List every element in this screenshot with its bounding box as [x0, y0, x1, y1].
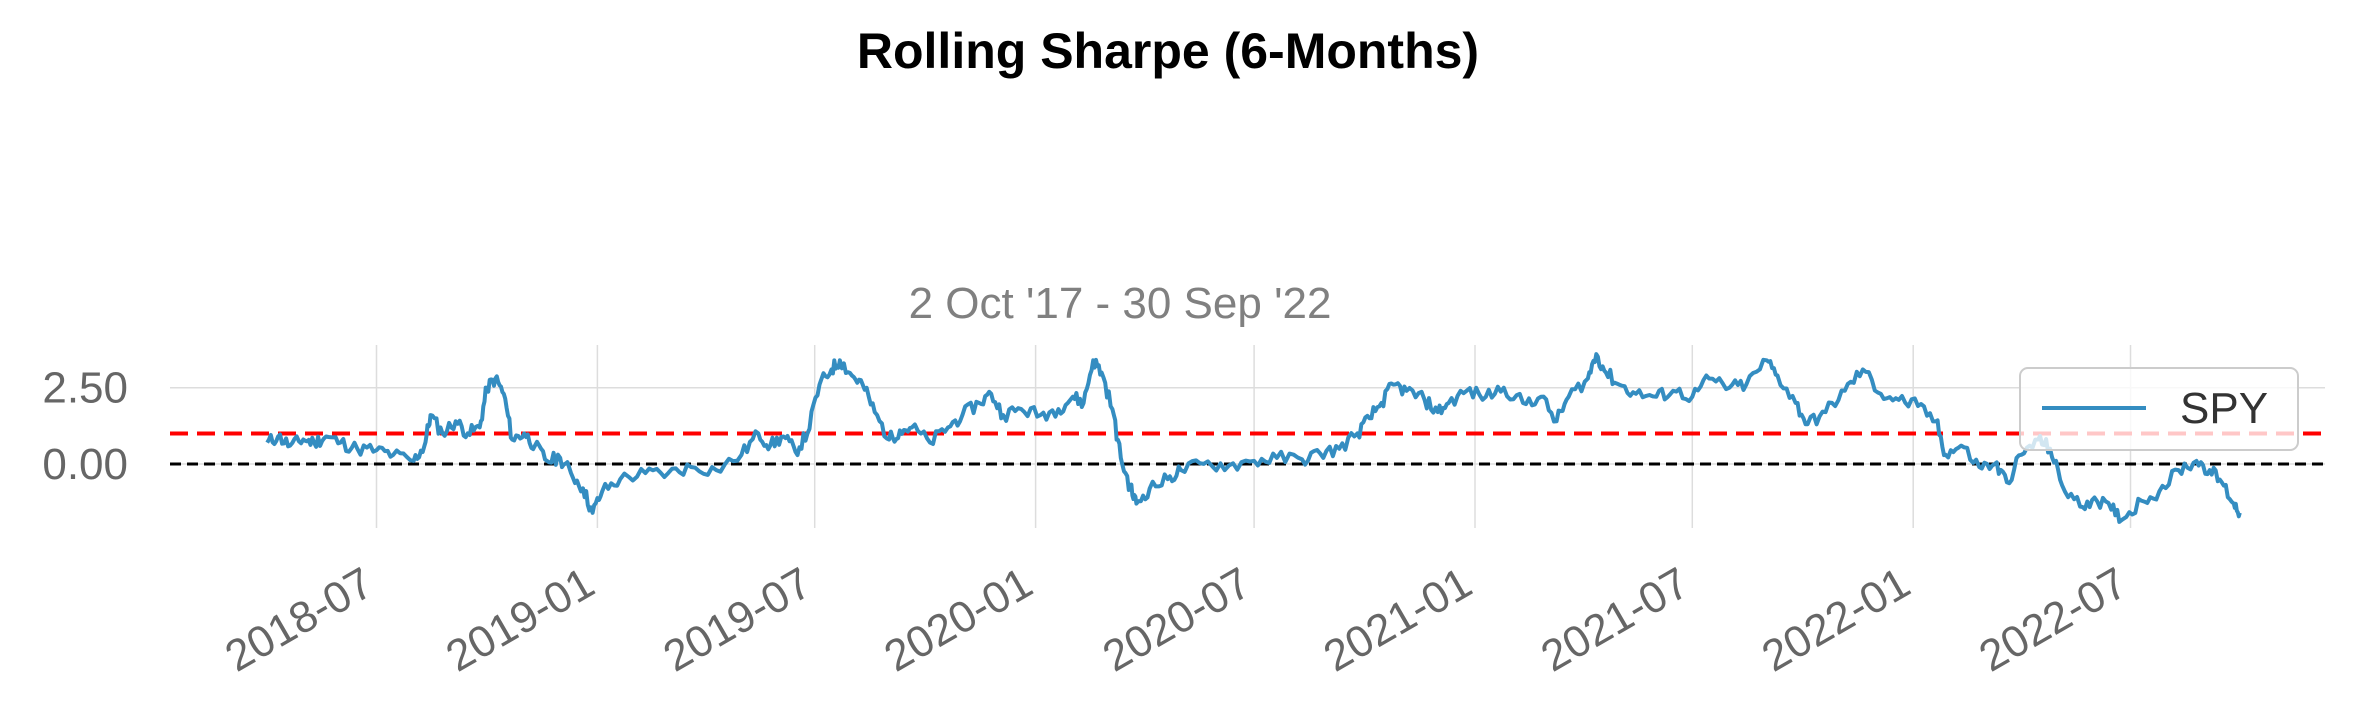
grid: [170, 345, 2325, 528]
x-tick-label-7: 2022-01: [1754, 558, 1918, 681]
y-tick-label-0: 0.00: [42, 440, 128, 489]
legend-label-spy: SPY: [2180, 384, 2268, 433]
y-axis-ticks: 0.00 2.50: [42, 364, 128, 489]
series-layer: [265, 352, 2242, 524]
x-tick-label-6: 2021-07: [1533, 558, 1697, 681]
x-tick-label-2: 2019-07: [655, 558, 819, 681]
series-line-spy: [265, 352, 2242, 524]
x-tick-label-4: 2020-07: [1095, 558, 1259, 681]
x-tick-label-8: 2022-07: [1971, 558, 2135, 681]
legend: SPY: [2019, 367, 2299, 451]
x-tick-label-5: 2021-01: [1316, 558, 1480, 681]
legend-box: [2019, 367, 2299, 451]
x-tick-label-0: 2018-07: [217, 558, 381, 681]
x-axis-ticks: 2018-07 2019-01 2019-07 2020-01 2020-07 2021-…: [217, 558, 2135, 681]
y-tick-label-1: 2.50: [42, 364, 128, 413]
x-tick-label-3: 2020-01: [876, 558, 1040, 681]
chart-subtitle: 2 Oct '17 - 30 Sep '22: [909, 279, 1332, 328]
chart-title: Rolling Sharpe (6-Months): [857, 23, 1479, 79]
x-tick-label-1: 2019-01: [438, 558, 602, 681]
